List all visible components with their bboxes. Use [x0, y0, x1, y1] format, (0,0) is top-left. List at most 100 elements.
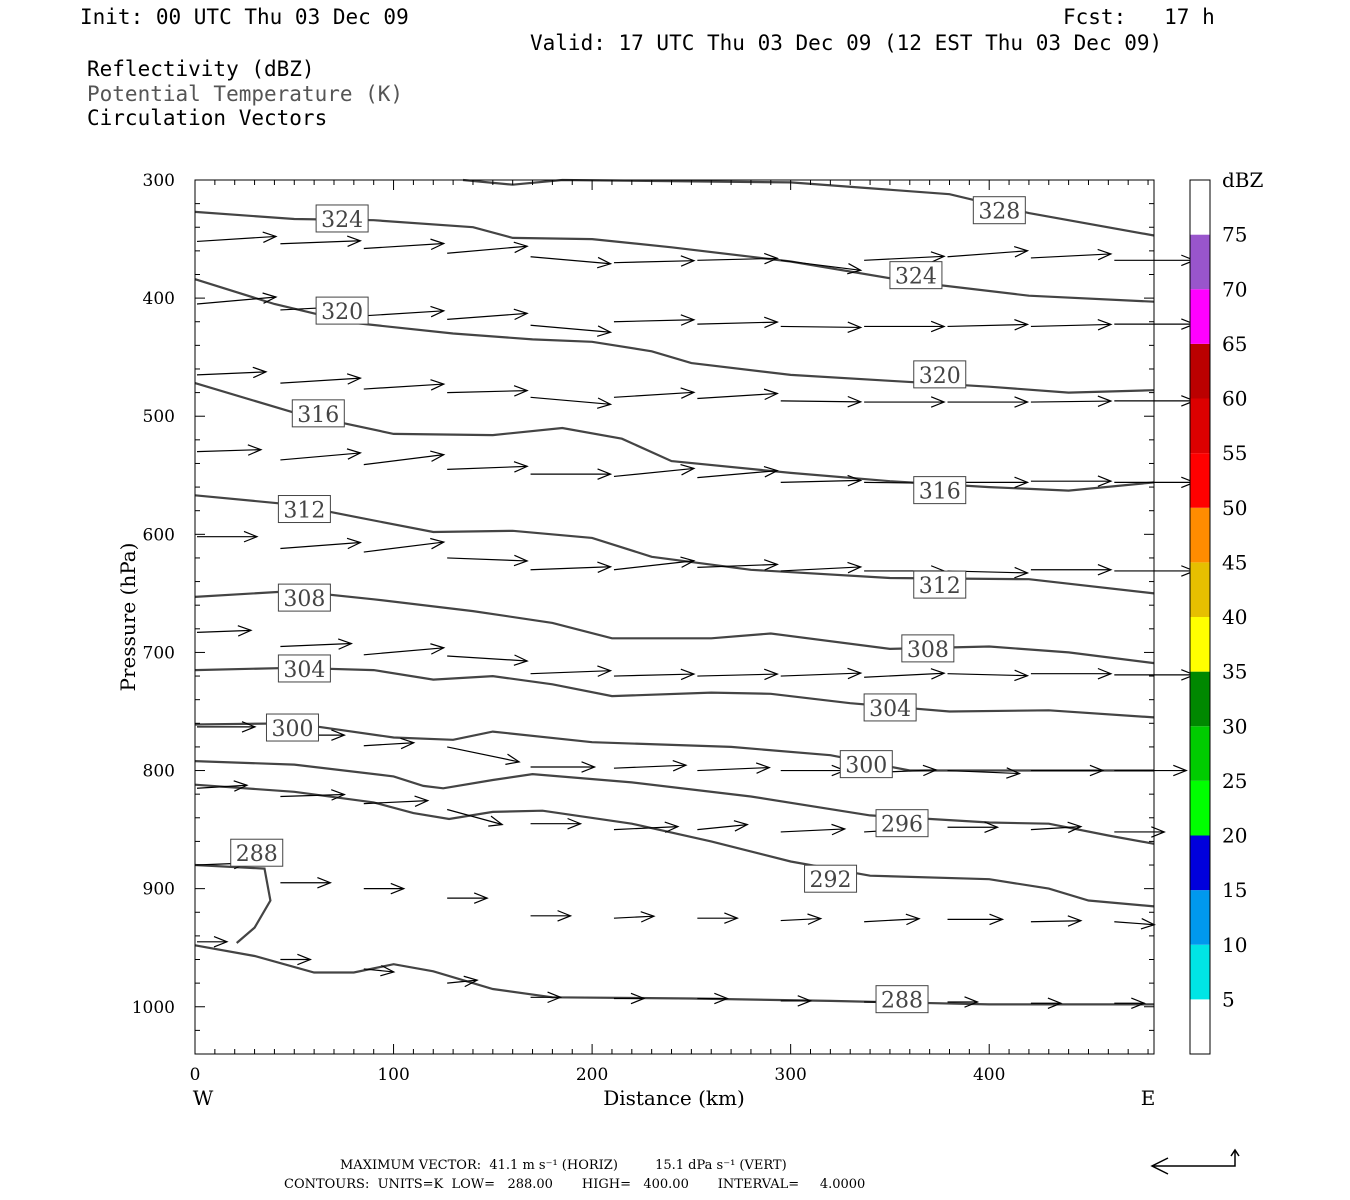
circulation-vector	[780, 561, 863, 574]
contour-label-box	[230, 838, 284, 867]
contour-label-box	[315, 296, 369, 325]
contour-label: 316	[297, 403, 339, 428]
circulation-vector	[1030, 764, 1105, 777]
circulation-vector	[447, 892, 489, 904]
contour-label-box	[315, 204, 369, 233]
circulation-vector	[280, 235, 363, 248]
circulation-vector	[697, 316, 779, 329]
contour-label-box	[913, 476, 967, 505]
circulation-vector	[1030, 475, 1113, 487]
circulation-vector	[1030, 564, 1113, 576]
contour-label: 324	[321, 208, 363, 233]
circulation-vector	[196, 444, 263, 456]
contour-label-box	[291, 399, 345, 428]
colorbar-level-label: 5	[1222, 987, 1235, 1011]
circulation-vector	[697, 388, 779, 401]
contour-label: 300	[271, 717, 313, 742]
contour-label: 308	[907, 638, 949, 663]
colorbar-level-label: 70	[1222, 277, 1247, 301]
circulation-vector	[697, 762, 771, 774]
circulation-vector	[363, 238, 446, 251]
colorbar-level-label: 30	[1222, 714, 1247, 738]
contour-label: 320	[919, 364, 961, 389]
circulation-vector	[447, 975, 479, 988]
circulation-vector	[447, 808, 504, 827]
circulation-vector	[280, 448, 363, 461]
colorbar-level-label: 75	[1222, 223, 1247, 247]
theta-contour-328	[462, 178, 1155, 237]
circulation-vector	[280, 638, 354, 650]
circulation-vector	[780, 667, 863, 680]
field-potential-temperature: Potential Temperature (K)	[87, 82, 404, 106]
east-label: E	[1141, 1086, 1156, 1110]
circulation-vector	[697, 668, 779, 681]
theta-contour-316	[194, 382, 1155, 492]
circulation-vector	[697, 252, 779, 265]
circulation-vector	[196, 366, 268, 379]
circulation-vector	[947, 821, 1000, 833]
circulation-vector	[280, 789, 347, 801]
circulation-vector	[864, 251, 946, 263]
contour-label-box	[277, 495, 331, 524]
circulation-vector	[530, 396, 613, 409]
contour-label-box	[875, 809, 929, 838]
contour-label-box	[804, 864, 858, 893]
forecast-hour: Fcst: 17 h	[1063, 5, 1215, 29]
circulation-vector	[363, 795, 430, 807]
circulation-vector	[447, 385, 529, 397]
theta-contour-308	[194, 589, 1155, 665]
colorbar-level-label: 10	[1222, 933, 1247, 957]
contour-label-box	[913, 360, 967, 389]
contour-label-box	[265, 713, 319, 742]
colorbar-swatch	[1190, 780, 1210, 836]
circulation-vector	[530, 665, 613, 677]
circulation-vector	[447, 746, 521, 765]
colorbar-swatch	[1190, 726, 1210, 781]
field-reflectivity: Reflectivity (dBZ)	[87, 57, 315, 81]
circulation-vector	[780, 474, 863, 487]
reference-vector-icon	[1150, 1148, 1240, 1175]
circulation-vector	[363, 537, 446, 553]
contour-label: 320	[321, 300, 363, 325]
circulation-vector	[697, 992, 729, 1005]
circulation-vector	[780, 321, 863, 334]
circulation-vector	[447, 241, 529, 254]
circulation-vector	[1114, 918, 1156, 930]
x-tick-label: 0	[190, 1065, 201, 1085]
theta-contour-300	[194, 722, 1154, 772]
circulation-vector	[780, 913, 823, 925]
colorbar-level-label: 55	[1222, 441, 1247, 465]
contour-label: 316	[919, 480, 961, 505]
y-tick-label: 900	[143, 880, 175, 900]
contour-label: 288	[236, 842, 278, 867]
circulation-vector	[1030, 997, 1063, 1009]
contour-label: 288	[881, 989, 923, 1014]
x-tick-label: 100	[377, 1065, 409, 1085]
circulation-vector	[947, 396, 1030, 408]
y-tick-label: 600	[143, 525, 175, 545]
contour-label-box	[839, 750, 893, 779]
circulation-vector	[447, 654, 529, 666]
colorbar-swatch	[1190, 999, 1210, 1054]
circulation-vector	[197, 936, 229, 948]
circulation-vector	[363, 964, 396, 977]
y-tick-label: 400	[143, 289, 175, 309]
y-tick-label: 500	[143, 407, 175, 427]
colorbar-swatch	[1190, 180, 1210, 235]
theta-contour-296	[194, 760, 1155, 845]
contour-label: 304	[869, 697, 911, 722]
circulation-vector	[1114, 997, 1146, 1009]
circulation-vector	[197, 721, 257, 733]
contour-label: 292	[810, 868, 852, 893]
circulation-vector	[530, 761, 597, 773]
colorbar-level-label: 45	[1222, 550, 1247, 574]
contour-label: 308	[283, 587, 325, 612]
y-tick-label: 300	[143, 171, 175, 191]
circulation-vector	[530, 910, 573, 922]
circulation-vector	[780, 259, 863, 275]
circulation-vector	[363, 450, 446, 466]
theta-contour-292	[194, 783, 1155, 908]
circulation-vector	[280, 373, 363, 385]
colorbar-level-label: 60	[1222, 387, 1247, 411]
